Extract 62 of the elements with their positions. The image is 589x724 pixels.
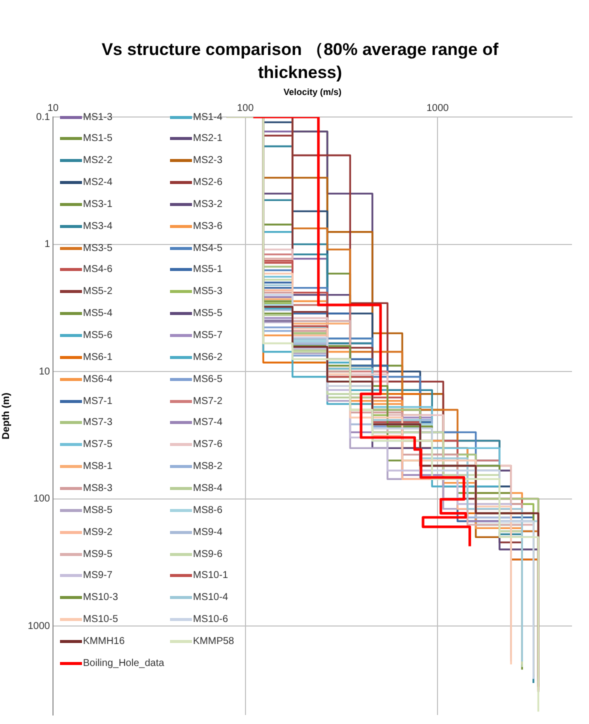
legend-label: MS1-4	[193, 112, 222, 122]
legend-label: MS4-5	[193, 242, 222, 254]
legend-label: MS10-6	[193, 614, 228, 626]
legend-label: MS10-1	[193, 570, 228, 582]
legend-label: KMMP58	[193, 636, 234, 647]
legend-label: MS9-7	[83, 570, 112, 582]
legend-label: MS6-1	[83, 352, 112, 363]
legend-label: MS5-1	[193, 264, 222, 276]
legend-label: MS3-5	[83, 242, 112, 254]
legend-label: MS9-6	[193, 548, 222, 560]
legend-label: Boiling_Hole_data	[83, 658, 164, 669]
legend-label: MS2-1	[193, 133, 222, 144]
x-tick-label: 1000	[426, 102, 450, 114]
legend-label: MS2-3	[193, 155, 222, 166]
y-tick-label: 1	[44, 239, 50, 250]
legend-label: MS5-2	[83, 286, 112, 298]
legend-label: MS5-3	[193, 286, 222, 298]
y-tick-label: 100	[33, 494, 50, 505]
legend-label: MS10-3	[83, 592, 118, 604]
x-tick-label: 10	[47, 102, 59, 114]
legend-label: MS1-5	[83, 133, 112, 144]
legend-label: MS6-2	[193, 352, 222, 363]
y-tick-label: 10	[38, 366, 50, 378]
y-tick-label: 1000	[28, 620, 50, 632]
legend-label: MS5-7	[193, 330, 222, 341]
legend-label: MS8-6	[193, 504, 222, 516]
legend-label: MS3-2	[193, 198, 222, 210]
legend-label: MS9-4	[193, 526, 222, 538]
x-tick-label: 100	[236, 102, 254, 114]
legend-label: MS8-4	[193, 482, 222, 494]
legend-label: MS3-6	[193, 220, 222, 232]
legend-label: MS7-3	[83, 417, 112, 428]
legend-label: MS7-2	[193, 396, 222, 407]
legend-label: MS3-1	[83, 198, 112, 210]
legend-label: KMMH16	[83, 636, 125, 647]
legend-label: MS8-1	[83, 461, 112, 472]
legend-label: MS2-6	[193, 177, 222, 188]
legend-label: MS1-3	[83, 112, 112, 122]
legend-label: MS10-4	[193, 592, 228, 604]
legend-label: MS7-6	[193, 439, 222, 450]
legend-label: MS2-2	[83, 155, 112, 166]
y-tick-label: 0.1	[36, 112, 50, 123]
legend-label: MS7-5	[83, 439, 112, 450]
legend-label: MS9-5	[83, 548, 112, 560]
legend-label: MS10-5	[83, 614, 118, 626]
legend-label: MS5-5	[193, 308, 222, 320]
legend-label: MS8-2	[193, 461, 222, 472]
legend-label: MS8-5	[83, 504, 112, 516]
legend-label: MS5-4	[83, 308, 112, 320]
y-axis-title: Depth (m)	[0, 392, 12, 440]
legend-label: MS7-1	[83, 396, 112, 407]
legend-label: MS5-6	[83, 330, 112, 341]
legend-label: MS7-4	[193, 417, 222, 428]
x-axis-title: Velocity (m/s)	[283, 86, 342, 97]
chart-title: Vs structure comparison （80% average range of thickness)	[100, 39, 500, 84]
legend-label: MS6-5	[193, 374, 222, 385]
legend-label: MS9-2	[83, 526, 112, 538]
legend-label: MS8-3	[83, 482, 112, 494]
legend-label: MS3-4	[83, 220, 112, 232]
legend-label: MS6-4	[83, 374, 112, 385]
legend-label: MS4-6	[83, 264, 112, 276]
legend-label: MS2-4	[83, 177, 112, 188]
